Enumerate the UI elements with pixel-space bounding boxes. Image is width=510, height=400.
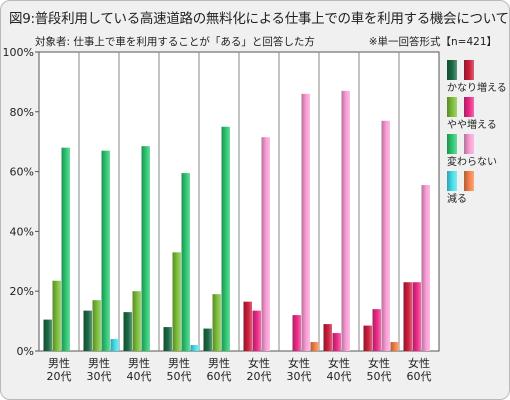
x-tick-label: 20代 [247, 370, 272, 383]
legend-swatch [464, 60, 474, 80]
x-tick-label: 男性 [208, 356, 230, 370]
y-tick-label: 40% [10, 225, 34, 238]
bar [92, 300, 101, 351]
bar [212, 294, 221, 351]
x-tick-label: 60代 [407, 370, 432, 383]
x-tick-label: 60代 [207, 370, 232, 383]
bar [261, 137, 270, 351]
x-tick-label: 女性 [328, 356, 350, 370]
bar [243, 301, 252, 351]
bar [221, 126, 230, 351]
chart-title: 図9:普段利用している高速道路の無料化による仕事上での車を利用する機会について [9, 11, 509, 27]
sample-note: ※単一回答形式【n=421】 [368, 36, 497, 48]
bar [363, 325, 372, 351]
x-tick-label: 50代 [367, 370, 392, 383]
bar [403, 282, 412, 351]
bar [341, 90, 350, 352]
y-tick-label: 100% [3, 46, 34, 59]
bar [412, 282, 421, 351]
y-tick-label: 0% [17, 345, 34, 358]
bar [163, 327, 172, 351]
bar [83, 310, 92, 351]
bar [332, 333, 341, 351]
bar [43, 319, 52, 351]
bar [172, 252, 181, 351]
y-tick-label: 20% [10, 285, 34, 298]
legend-swatch [447, 97, 457, 117]
bar [181, 173, 190, 351]
chart-subtitle: 対象者: 仕事上で車を利用することが「ある」と回答した方 [35, 36, 315, 48]
legend-swatch [464, 134, 474, 154]
x-tick-label: 男性 [168, 356, 190, 370]
bar [52, 280, 61, 351]
x-tick-label: 女性 [288, 356, 310, 370]
bar [323, 324, 332, 351]
bar [390, 342, 399, 351]
bar [381, 120, 390, 352]
bar [141, 146, 150, 351]
x-tick-label: 30代 [87, 370, 112, 383]
bar [301, 93, 310, 352]
legend-swatch [447, 134, 457, 154]
y-tick-label: 80% [10, 106, 34, 119]
bar [292, 315, 301, 351]
x-tick-label: 40代 [127, 370, 152, 383]
legend-label: 減る [447, 192, 467, 205]
legend-swatch [464, 171, 474, 191]
bar [132, 291, 141, 351]
bar [310, 342, 319, 351]
legend-swatch [464, 97, 474, 117]
x-tick-label: 女性 [408, 356, 430, 370]
x-tick-label: 女性 [248, 356, 270, 370]
legend-swatch [447, 60, 457, 80]
bar [372, 309, 381, 351]
bar [101, 150, 110, 351]
bar [123, 312, 132, 351]
x-tick-label: 50代 [167, 370, 192, 383]
bar [421, 185, 430, 351]
x-tick-label: 20代 [47, 370, 72, 383]
bar [252, 310, 261, 351]
x-tick-label: 女性 [368, 356, 390, 370]
x-tick-label: 男性 [88, 356, 110, 370]
x-tick-label: 40代 [327, 370, 352, 383]
legend-label: やや増える [447, 118, 497, 131]
legend-label: 変わらない [447, 155, 497, 168]
bar [110, 339, 119, 351]
x-tick-label: 男性 [128, 356, 150, 370]
x-tick-label: 30代 [287, 370, 312, 383]
bar [203, 328, 212, 351]
legend-swatch [447, 171, 457, 191]
x-tick-label: 男性 [48, 356, 70, 370]
legend-label: かなり増える [447, 81, 507, 94]
bar [190, 345, 199, 351]
bar [61, 147, 70, 351]
y-tick-label: 60% [10, 166, 34, 179]
